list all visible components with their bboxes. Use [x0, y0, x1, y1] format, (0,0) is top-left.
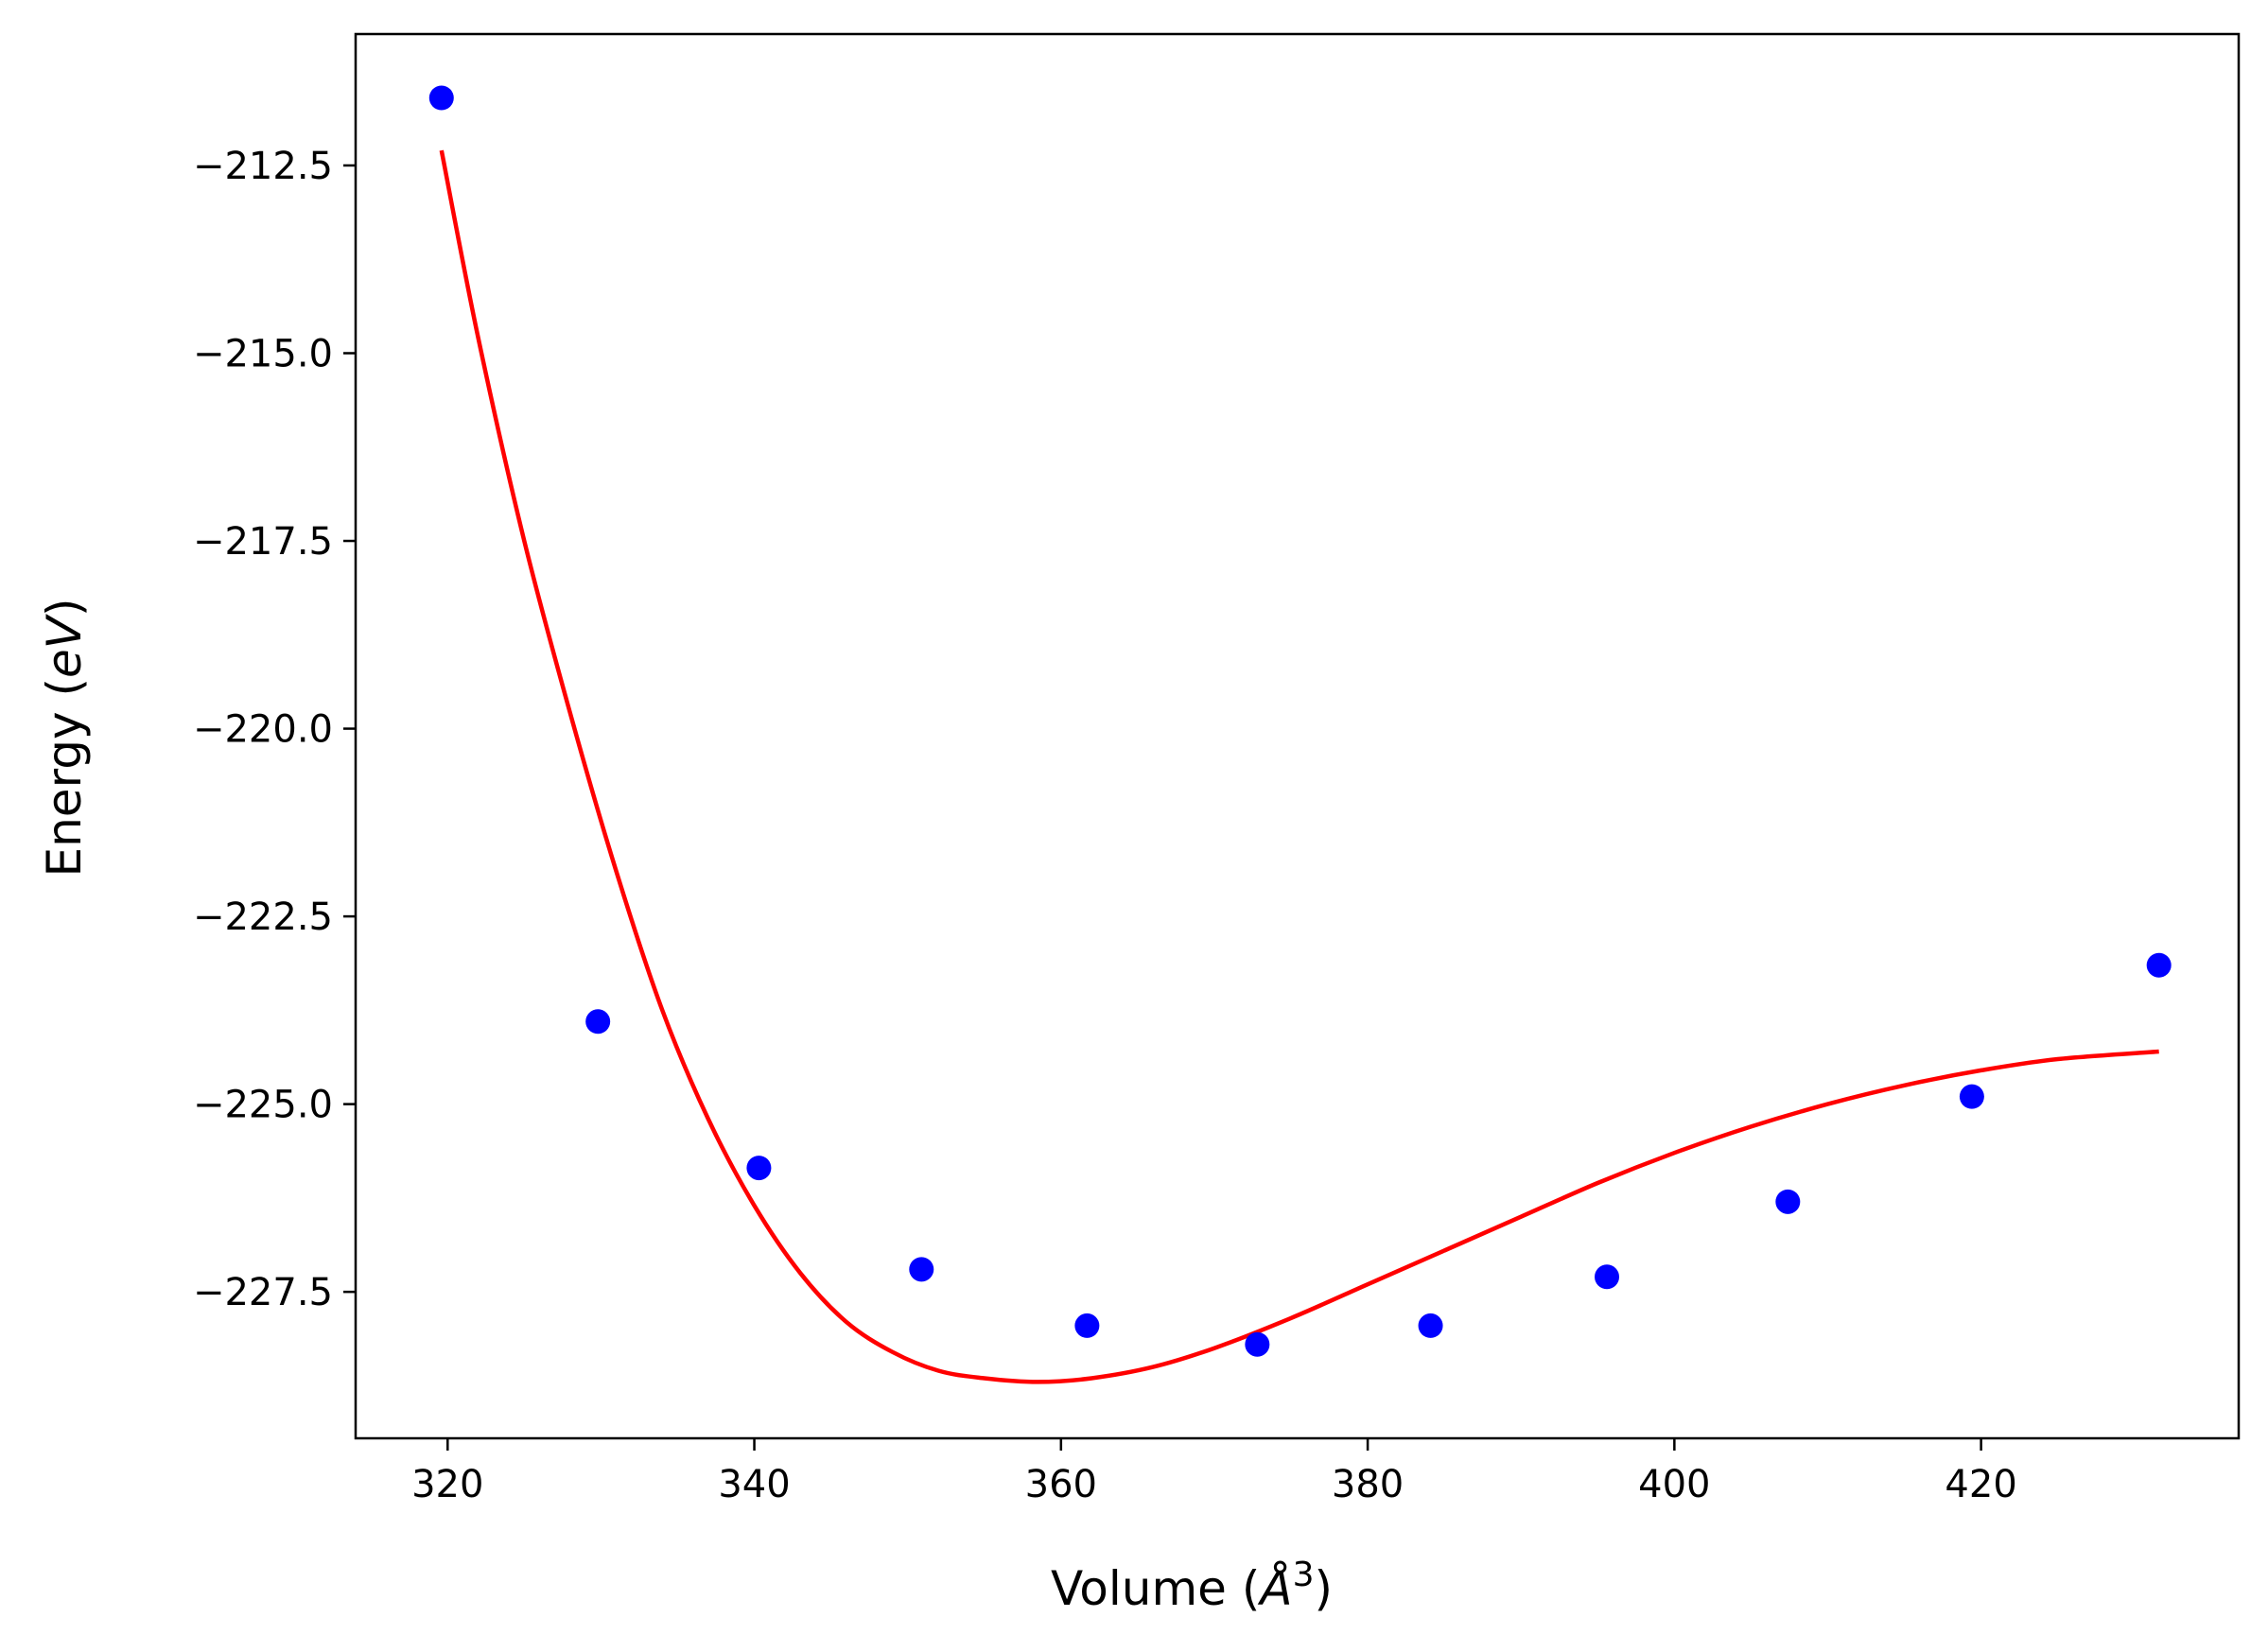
y-tick-label: −215.0 — [193, 333, 333, 376]
y-tick-label: −225.0 — [193, 1084, 333, 1127]
y-axis-label: Energy (eV) — [37, 599, 92, 878]
data-point — [1074, 1313, 1100, 1338]
y-tick-label: −222.5 — [193, 896, 333, 939]
plot-frame — [354, 32, 2241, 1440]
plot-area — [428, 85, 2172, 1384]
data-point — [1959, 1084, 1984, 1109]
x-tick-label: 340 — [718, 1463, 790, 1506]
x-axis-label: Volume (Å3) — [1051, 1556, 1333, 1617]
y-tick-label: −227.5 — [193, 1271, 333, 1314]
x-tick-label: 400 — [1638, 1463, 1710, 1506]
y-tick-label: −217.5 — [193, 520, 333, 564]
fit-curve — [439, 149, 2159, 1384]
y-tick-label: −212.5 — [193, 145, 333, 188]
data-point — [1595, 1264, 1620, 1290]
data-point — [1775, 1189, 1801, 1214]
x-axis: 320 340 360 380 400 420 — [411, 1438, 2017, 1506]
data-point — [909, 1257, 934, 1282]
data-point — [746, 1156, 772, 1181]
data-point — [1418, 1313, 1443, 1338]
data-point — [2146, 952, 2172, 978]
x-tick-label: 380 — [1332, 1463, 1404, 1506]
data-point — [1245, 1331, 1270, 1357]
x-tick-label: 320 — [411, 1463, 483, 1506]
x-tick-label: 420 — [1945, 1463, 2016, 1506]
data-point — [428, 85, 454, 111]
y-axis: −212.5 −215.0 −217.5 −220.0 −222.5 −225.0 −227… — [193, 145, 356, 1314]
x-tick-label: 360 — [1025, 1463, 1097, 1506]
data-point — [585, 1009, 611, 1035]
y-tick-label: −220.0 — [193, 708, 333, 752]
